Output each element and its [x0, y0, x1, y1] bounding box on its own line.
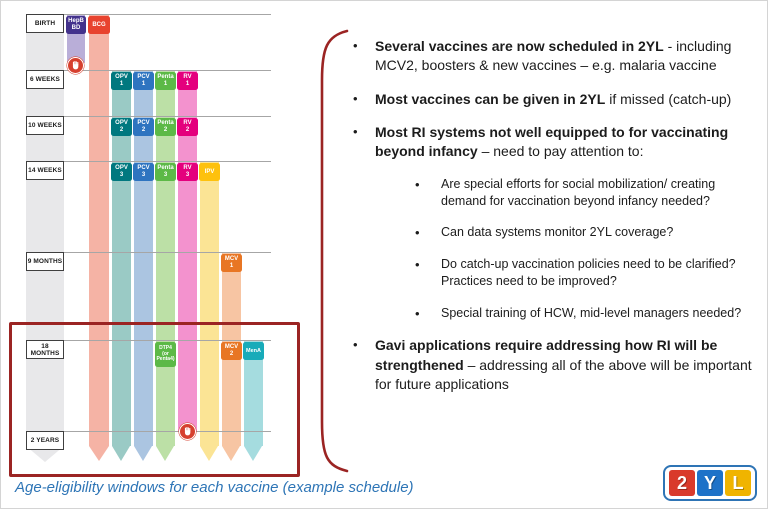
stop-hand-icon-hepb: [67, 57, 84, 74]
age-label-9-months: 9 MONTHS: [26, 252, 64, 271]
chip-opv-2: OPV 2: [111, 118, 132, 136]
sub-bullet-text: Are special efforts for social mobilizat…: [441, 176, 716, 208]
age-column-arrow: [26, 446, 64, 462]
stop-hand-icon-rv: [179, 423, 196, 440]
bullet-marker: •: [353, 337, 358, 353]
chip-rv-2: RV 2: [177, 118, 198, 136]
chip-penta-3: Penta 3: [155, 163, 176, 181]
gridline-6-weeks: [26, 70, 271, 71]
gridline-birth: [26, 14, 271, 15]
chip-mcv-2: MCV 2: [221, 342, 242, 360]
chip-dtp4: DTP4 (or Penta4): [155, 342, 176, 367]
penta-bar-arrow: [156, 446, 174, 461]
chip-opv-3: OPV 3: [111, 163, 132, 181]
chip-hepb-bd: HepB BD: [66, 16, 86, 34]
bullet-item-3: • Most RI systems not well equipped to f…: [353, 123, 763, 162]
gridline-2-years: [26, 431, 271, 432]
gridline-18-months: [26, 340, 271, 341]
bcg-bar-arrow: [89, 446, 109, 461]
gridline-9-months: [26, 252, 271, 253]
chip-rv-3: RV 3: [177, 163, 198, 181]
bcg-bar: [89, 15, 109, 446]
sub-bullet-text: Can data systems monitor 2YL coverage?: [441, 225, 674, 240]
2yl-highlight-box: [9, 322, 300, 477]
gridline-14-weeks: [26, 161, 271, 162]
bullet-marker: •: [415, 257, 420, 272]
age-label-birth: BIRTH: [26, 14, 64, 33]
chart-caption: Age-eligibility windows for each vaccine…: [15, 479, 414, 496]
chip-pcv-1: PCV 1: [133, 72, 154, 90]
logo-tile-l: L: [725, 470, 751, 496]
logo-tile-y: Y: [697, 470, 723, 496]
ipv-bar-arrow: [200, 446, 218, 461]
bullet-panel: • Several vaccines are now scheduled in …: [353, 37, 763, 394]
bullet-marker: •: [415, 305, 420, 321]
bullet-text: Several vaccines are now scheduled in 2Y…: [375, 38, 732, 74]
vaccine-schedule-chart: BIRTH 6 WEEKS 10 WEEKS 14 WEEKS 9 MONTHS…: [1, 1, 311, 471]
gridline-10-weeks: [26, 116, 271, 117]
age-label-2-years: 2 YEARS: [26, 431, 64, 450]
sub-bullet-item-1: • Are special efforts for social mobiliz…: [415, 176, 763, 211]
chip-mcv-1: MCV 1: [221, 254, 242, 272]
age-label-18-months: 18 MONTHS: [26, 340, 64, 359]
bullet-marker: •: [415, 225, 420, 241]
opv-bar-arrow: [112, 446, 130, 461]
chip-penta-1: Penta 1: [155, 72, 176, 90]
chip-pcv-2: PCV 2: [133, 118, 154, 136]
chip-penta-2: Penta 2: [155, 118, 176, 136]
bullet-marker: •: [415, 176, 420, 192]
mena-bar-arrow: [244, 446, 262, 461]
mcv-bar-arrow: [222, 446, 240, 461]
sub-bullet-text: Do catch-up vaccination policies need to…: [441, 257, 736, 289]
hand-glyph: [72, 61, 79, 70]
2yl-logo: 2 Y L: [663, 465, 757, 501]
chip-rv-1: RV 1: [177, 72, 198, 90]
bullet-text: Gavi applications require addressing how…: [375, 337, 752, 393]
age-label-6-weeks: 6 WEEKS: [26, 70, 64, 89]
hand-glyph: [184, 427, 191, 436]
ipv-bar: [200, 162, 219, 446]
bullet-item-2: • Most vaccines can be given in 2YL if m…: [353, 90, 763, 109]
brace-icon: [320, 29, 349, 473]
chip-ipv: IPV: [199, 163, 220, 181]
chip-opv-1: OPV 1: [111, 72, 132, 90]
bullet-marker: •: [353, 90, 358, 106]
pcv-bar-arrow: [134, 446, 152, 461]
bullet-item-1: • Several vaccines are now scheduled in …: [353, 37, 763, 76]
logo-tile-2: 2: [669, 470, 695, 496]
sub-bullet-item-4: • Special training of HCW, mid-level man…: [415, 305, 763, 323]
bullet-item-4: • Gavi applications require addressing h…: [353, 336, 763, 394]
age-label-14-weeks: 14 WEEKS: [26, 161, 64, 180]
bullet-text: Most RI systems not well equipped to for…: [375, 123, 729, 160]
sub-bullet-item-2: • Can data systems monitor 2YL coverage?: [415, 224, 763, 242]
chip-pcv-3: PCV 3: [133, 163, 154, 181]
mena-bar: [244, 341, 263, 446]
bullet-marker: •: [353, 123, 358, 139]
chip-mena: MenA: [243, 342, 264, 360]
bullet-marker: •: [353, 38, 358, 53]
sub-bullet-item-3: • Do catch-up vaccination policies need …: [415, 256, 763, 291]
sub-bullet-text: Special training of HCW, mid-level manag…: [441, 305, 742, 320]
chip-bcg: BCG: [88, 16, 110, 34]
bullet-text: Most vaccines can be given in 2YL if mis…: [375, 90, 732, 107]
age-label-10-weeks: 10 WEEKS: [26, 116, 64, 135]
